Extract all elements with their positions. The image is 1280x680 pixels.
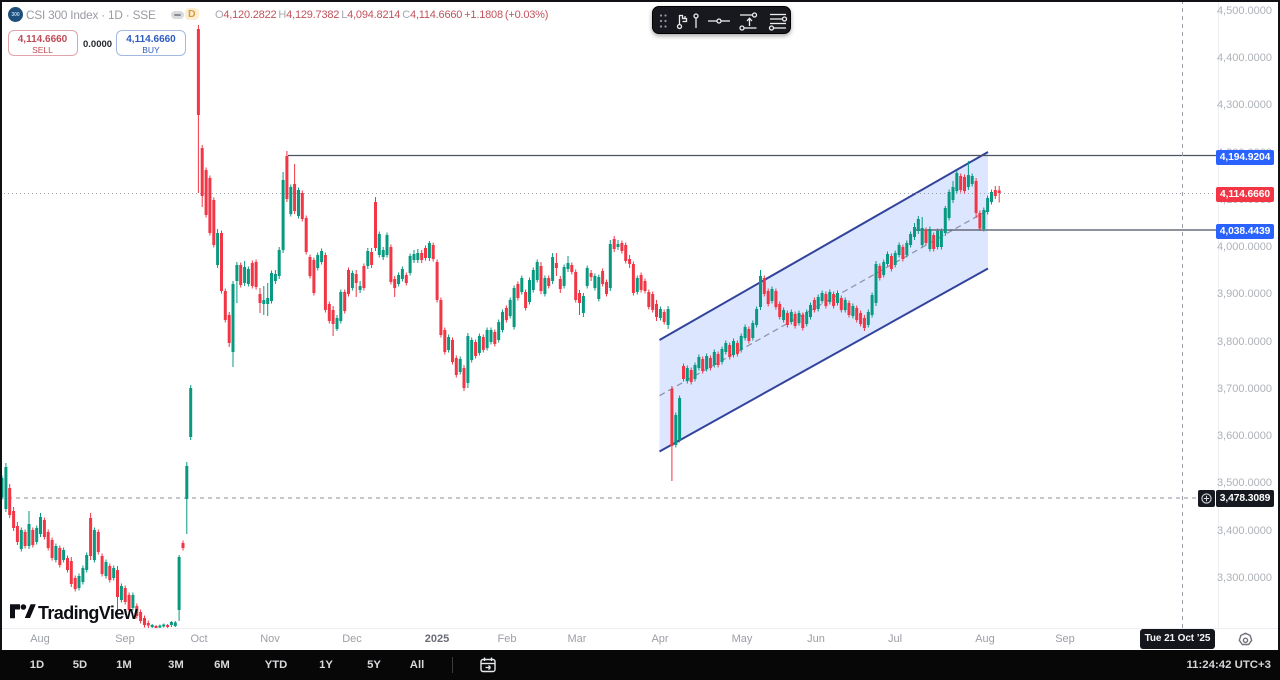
svg-text:TradingView: TradingView [38,603,139,623]
